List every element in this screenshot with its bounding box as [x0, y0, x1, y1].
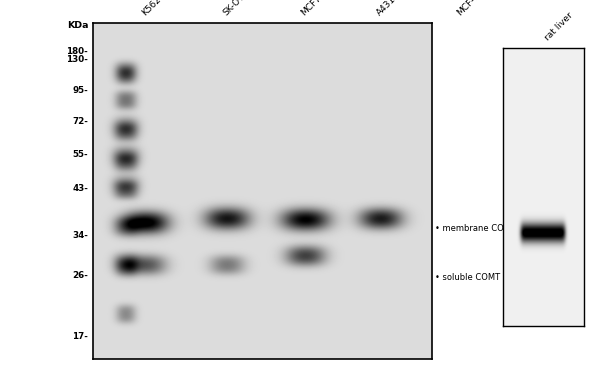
- Text: K562: K562: [140, 0, 163, 17]
- Text: 95-: 95-: [73, 86, 88, 95]
- Text: • soluble COMT   →: • soluble COMT →: [435, 273, 515, 282]
- Text: 34-: 34-: [73, 231, 88, 240]
- Text: 26-: 26-: [73, 271, 88, 281]
- Text: 180-
130-: 180- 130-: [67, 47, 88, 64]
- Text: • membrane COMT: • membrane COMT: [435, 224, 516, 233]
- Text: SK-OV3: SK-OV3: [221, 0, 251, 17]
- Text: 17-: 17-: [73, 332, 88, 341]
- Text: rat liver: rat liver: [543, 11, 575, 42]
- Text: MCF7: MCF7: [299, 0, 323, 17]
- Text: A431: A431: [374, 0, 397, 17]
- Text: MCF-7: MCF-7: [455, 0, 482, 17]
- Text: 72-: 72-: [73, 117, 88, 126]
- Text: 55-: 55-: [73, 150, 88, 159]
- Text: KDa: KDa: [67, 20, 88, 30]
- Text: 43-: 43-: [73, 184, 88, 193]
